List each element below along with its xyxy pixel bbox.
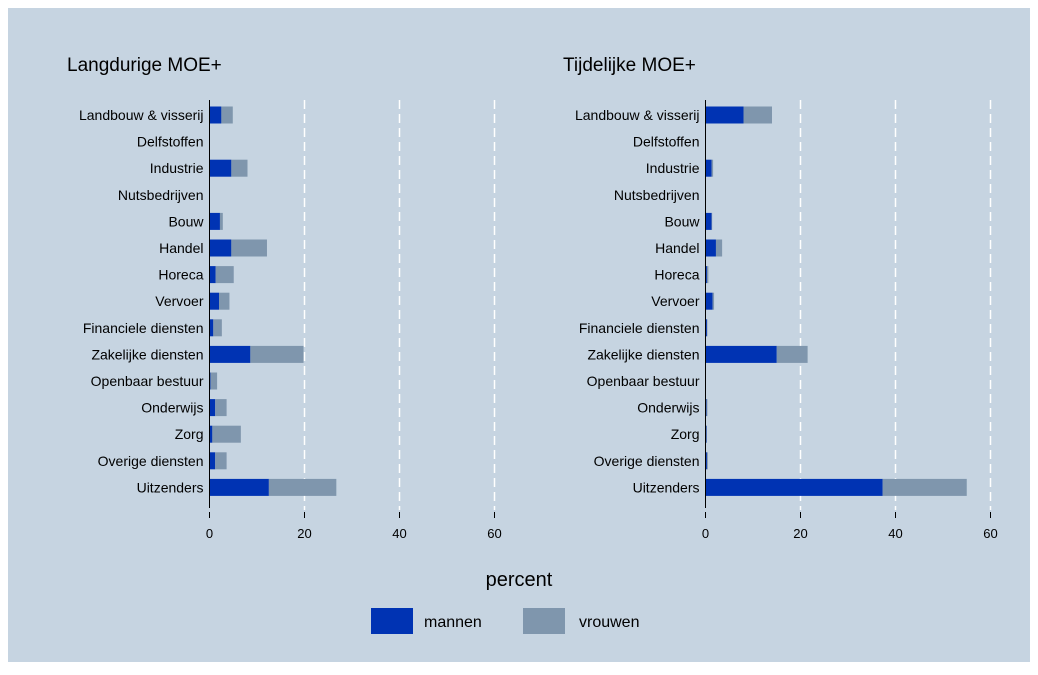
category-label: Horeca <box>158 267 203 283</box>
category-label: Zakelijke diensten <box>587 346 699 362</box>
bar-mannen <box>706 160 712 177</box>
category-label: Industrie <box>150 160 204 176</box>
bar-vrouwen <box>777 346 808 363</box>
panel-title-tijdelijke: Tijdelijke MOE+ <box>563 55 696 76</box>
category-label: Handel <box>655 240 699 256</box>
legend-swatch-vrouwen <box>523 608 565 634</box>
panel-title-langdurige: Langdurige MOE+ <box>67 55 222 76</box>
category-label: Onderwijs <box>141 400 203 416</box>
bar-mannen <box>706 293 713 310</box>
bar-mannen <box>210 452 216 469</box>
bar-mannen <box>210 213 220 230</box>
bar-vrouwen <box>706 399 707 416</box>
x-axis-title: percent <box>486 569 553 591</box>
category-label: Zorg <box>175 426 204 442</box>
x-tick-label: 20 <box>297 526 311 541</box>
category-label: Financiele diensten <box>83 320 204 336</box>
bar-vrouwen <box>716 240 722 257</box>
category-label: Delfstoffen <box>137 134 204 150</box>
category-label: Vervoer <box>651 293 700 309</box>
category-label: Zakelijke diensten <box>91 346 203 362</box>
x-tick-label: 0 <box>206 526 213 541</box>
legend-label-mannen: mannen <box>424 614 482 631</box>
x-tick-label: 60 <box>487 526 501 541</box>
category-label: Landbouw & visserij <box>575 107 700 123</box>
bar-mannen <box>210 293 220 310</box>
bar-mannen <box>210 479 269 496</box>
bar-vrouwen <box>215 399 226 416</box>
bar-vrouwen <box>221 107 232 124</box>
x-tick-label: 20 <box>793 526 807 541</box>
category-label: Financiele diensten <box>579 320 700 336</box>
bar-mannen <box>210 160 232 177</box>
legend-swatch-mannen <box>371 608 413 634</box>
bar-mannen <box>210 266 216 283</box>
bar-vrouwen <box>744 107 773 124</box>
bar-vrouwen <box>219 293 229 310</box>
bar-mannen <box>706 346 777 363</box>
category-label: Uitzenders <box>137 479 204 495</box>
x-tick-label: 0 <box>702 526 709 541</box>
category-label: Handel <box>159 240 203 256</box>
category-label: Uitzenders <box>633 479 700 495</box>
bar-vrouwen <box>215 452 226 469</box>
bar-vrouwen <box>216 266 234 283</box>
bar-mannen <box>706 240 716 257</box>
bar-vrouwen <box>712 160 713 177</box>
bar-mannen <box>210 346 251 363</box>
bar-vrouwen <box>250 346 303 363</box>
category-label: Openbaar bestuur <box>587 373 700 389</box>
bar-mannen <box>706 107 744 124</box>
category-label: Vervoer <box>155 293 204 309</box>
bar-mannen <box>706 213 712 230</box>
category-label: Zorg <box>671 426 700 442</box>
bar-vrouwen <box>707 266 708 283</box>
bar-vrouwen <box>231 160 247 177</box>
category-label: Industrie <box>646 160 700 176</box>
category-label: Bouw <box>664 213 700 229</box>
bar-mannen <box>210 107 222 124</box>
x-tick-label: 60 <box>983 526 997 541</box>
bar-vrouwen <box>220 213 223 230</box>
category-label: Nutsbedrijven <box>118 187 204 203</box>
bar-vrouwen <box>707 452 708 469</box>
category-label: Overige diensten <box>594 453 700 469</box>
category-label: Horeca <box>654 267 699 283</box>
bar-vrouwen <box>713 293 714 310</box>
category-label: Delfstoffen <box>633 134 700 150</box>
category-label: Onderwijs <box>637 400 699 416</box>
bar-vrouwen <box>213 319 222 336</box>
category-label: Bouw <box>168 213 204 229</box>
category-label: Overige diensten <box>98 453 204 469</box>
bar-vrouwen <box>883 479 967 496</box>
bar-mannen <box>210 399 216 416</box>
bar-mannen <box>706 479 883 496</box>
bar-vrouwen <box>212 426 241 443</box>
bar-vrouwen <box>210 373 217 390</box>
legend-label-vrouwen: vrouwen <box>579 614 639 631</box>
bar-mannen <box>210 240 232 257</box>
x-tick-label: 40 <box>392 526 406 541</box>
bar-vrouwen <box>231 240 267 257</box>
category-label: Nutsbedrijven <box>614 187 700 203</box>
x-tick-label: 40 <box>888 526 902 541</box>
bar-vrouwen <box>269 479 336 496</box>
category-label: Openbaar bestuur <box>91 373 204 389</box>
category-label: Landbouw & visserij <box>79 107 204 123</box>
bar-mannen <box>210 319 214 336</box>
